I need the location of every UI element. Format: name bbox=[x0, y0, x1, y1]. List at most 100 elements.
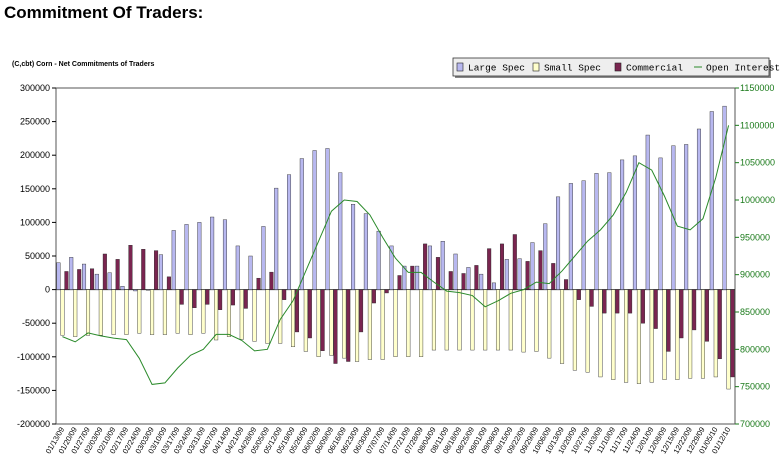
small-spec-bar bbox=[188, 289, 193, 335]
commercial-bar bbox=[115, 259, 120, 290]
commercial-bar bbox=[166, 276, 171, 290]
large-spec-bar bbox=[133, 289, 138, 292]
commercial-bar bbox=[90, 268, 95, 290]
small-spec-bar bbox=[431, 289, 436, 351]
small-spec-bar bbox=[662, 289, 667, 380]
right-tick-label: 1050000 bbox=[740, 158, 775, 168]
large-spec-bar bbox=[504, 259, 509, 290]
small-spec-bar bbox=[649, 289, 654, 383]
left-tick-label: 150000 bbox=[20, 184, 50, 194]
large-spec-bar bbox=[171, 230, 176, 290]
small-spec-bar bbox=[342, 289, 347, 359]
right-tick-label: 1100000 bbox=[740, 120, 774, 130]
small-spec-bar bbox=[265, 289, 270, 344]
large-spec-bar bbox=[56, 262, 61, 290]
large-spec-bar bbox=[312, 150, 317, 290]
small-spec-bar bbox=[214, 289, 219, 341]
left-axis: -200000 -150000 -100000 -50000 0 50000 100000 1… bbox=[17, 83, 56, 429]
large-spec-bar bbox=[479, 273, 484, 290]
large-spec-bar bbox=[632, 155, 637, 290]
small-spec-bar bbox=[226, 289, 231, 337]
small-spec-bar bbox=[726, 289, 731, 390]
small-spec-bar bbox=[521, 289, 526, 353]
left-tick-label: -150000 bbox=[17, 385, 50, 395]
commercial-bar bbox=[397, 275, 402, 290]
commercial-bar bbox=[512, 234, 517, 290]
small-spec-bar bbox=[636, 289, 641, 384]
large-spec-bar bbox=[299, 158, 304, 290]
small-spec-bar bbox=[162, 289, 167, 335]
commercial-bar bbox=[564, 279, 569, 290]
small-spec-bar bbox=[560, 289, 565, 364]
large-spec-bar bbox=[389, 245, 394, 290]
right-tick-label: 1150000 bbox=[740, 83, 774, 93]
large-spec-bar bbox=[235, 245, 240, 290]
commercial-bar bbox=[461, 273, 466, 290]
small-spec-bar bbox=[329, 289, 334, 356]
page-title: Commitment Of Traders: bbox=[4, 3, 204, 22]
small-spec-bar bbox=[457, 289, 462, 351]
large-spec-bar bbox=[440, 241, 445, 290]
right-tick-label: 750000 bbox=[740, 382, 770, 392]
large-spec-bar bbox=[222, 219, 227, 290]
commercial-bar bbox=[77, 269, 82, 290]
commercial-bar bbox=[371, 289, 376, 304]
commercial-bar bbox=[192, 289, 197, 308]
x-axis-labels: 01/13/0901/20/0901/27/0902/03/0902/10/09… bbox=[44, 426, 733, 456]
left-tick-label: 100000 bbox=[20, 217, 50, 227]
large-spec-bar bbox=[453, 253, 458, 290]
small-spec-bar bbox=[98, 289, 103, 336]
open-interest-line bbox=[62, 125, 730, 385]
large-spec-bar bbox=[274, 187, 279, 290]
small-spec-bar bbox=[137, 289, 142, 334]
bar-series bbox=[56, 105, 735, 390]
large-spec-bar bbox=[543, 223, 548, 290]
small-spec-bar bbox=[534, 289, 539, 352]
left-tick-label: -200000 bbox=[17, 419, 50, 429]
legend-label: Open Interest bbox=[706, 63, 780, 74]
commercial-bar bbox=[679, 289, 684, 339]
large-spec-bar bbox=[581, 180, 586, 290]
legend-box bbox=[452, 57, 770, 77]
small-spec-bar bbox=[713, 289, 718, 378]
commercial-bar bbox=[730, 289, 735, 378]
small-spec-bar bbox=[252, 289, 257, 342]
commercial-bar bbox=[333, 289, 338, 364]
large-spec-bar bbox=[620, 159, 625, 290]
right-axis: 700000 750000 800000 850000 900000 950000 1000… bbox=[735, 83, 775, 429]
chart-title: (C,cbt) Corn - Net Commitments of Trader… bbox=[12, 61, 154, 68]
commercial-bar bbox=[128, 245, 133, 290]
large-spec-bar bbox=[120, 286, 125, 290]
commercial-bar bbox=[525, 261, 530, 290]
right-tick-label: 1000000 bbox=[740, 195, 775, 205]
commercial-bar bbox=[243, 289, 248, 309]
commercial-bar bbox=[384, 289, 389, 294]
commercial-bar bbox=[282, 289, 287, 300]
small-spec-bar bbox=[316, 289, 321, 358]
commercial-bar bbox=[295, 289, 300, 333]
large-spec-bar bbox=[517, 258, 522, 290]
legend[interactable]: Large Spec Small Spec Commercial Open Inter… bbox=[452, 57, 780, 78]
commercial-bar bbox=[269, 271, 274, 290]
right-tick-label: 700000 bbox=[740, 419, 770, 429]
large-spec-bar bbox=[338, 172, 343, 290]
small-spec-bar bbox=[470, 289, 475, 351]
commercial-bar bbox=[538, 250, 543, 290]
large-spec-bar bbox=[491, 282, 496, 290]
right-tick-label: 850000 bbox=[740, 307, 770, 317]
small-spec-bar bbox=[86, 289, 91, 336]
large-spec-bar bbox=[184, 224, 189, 290]
right-tick-label: 800000 bbox=[740, 344, 770, 354]
legend-swatch bbox=[532, 62, 540, 72]
large-spec-bar bbox=[158, 254, 163, 290]
large-spec-bar bbox=[261, 226, 266, 290]
small-spec-bar bbox=[700, 289, 705, 379]
large-spec-bar bbox=[107, 272, 112, 290]
large-spec-bar bbox=[94, 273, 99, 290]
commercial-bar bbox=[448, 271, 453, 290]
commercial-bar bbox=[410, 265, 415, 290]
large-spec-bar bbox=[146, 289, 151, 291]
commercial-bar bbox=[102, 253, 107, 290]
open-interest-series bbox=[62, 125, 730, 385]
